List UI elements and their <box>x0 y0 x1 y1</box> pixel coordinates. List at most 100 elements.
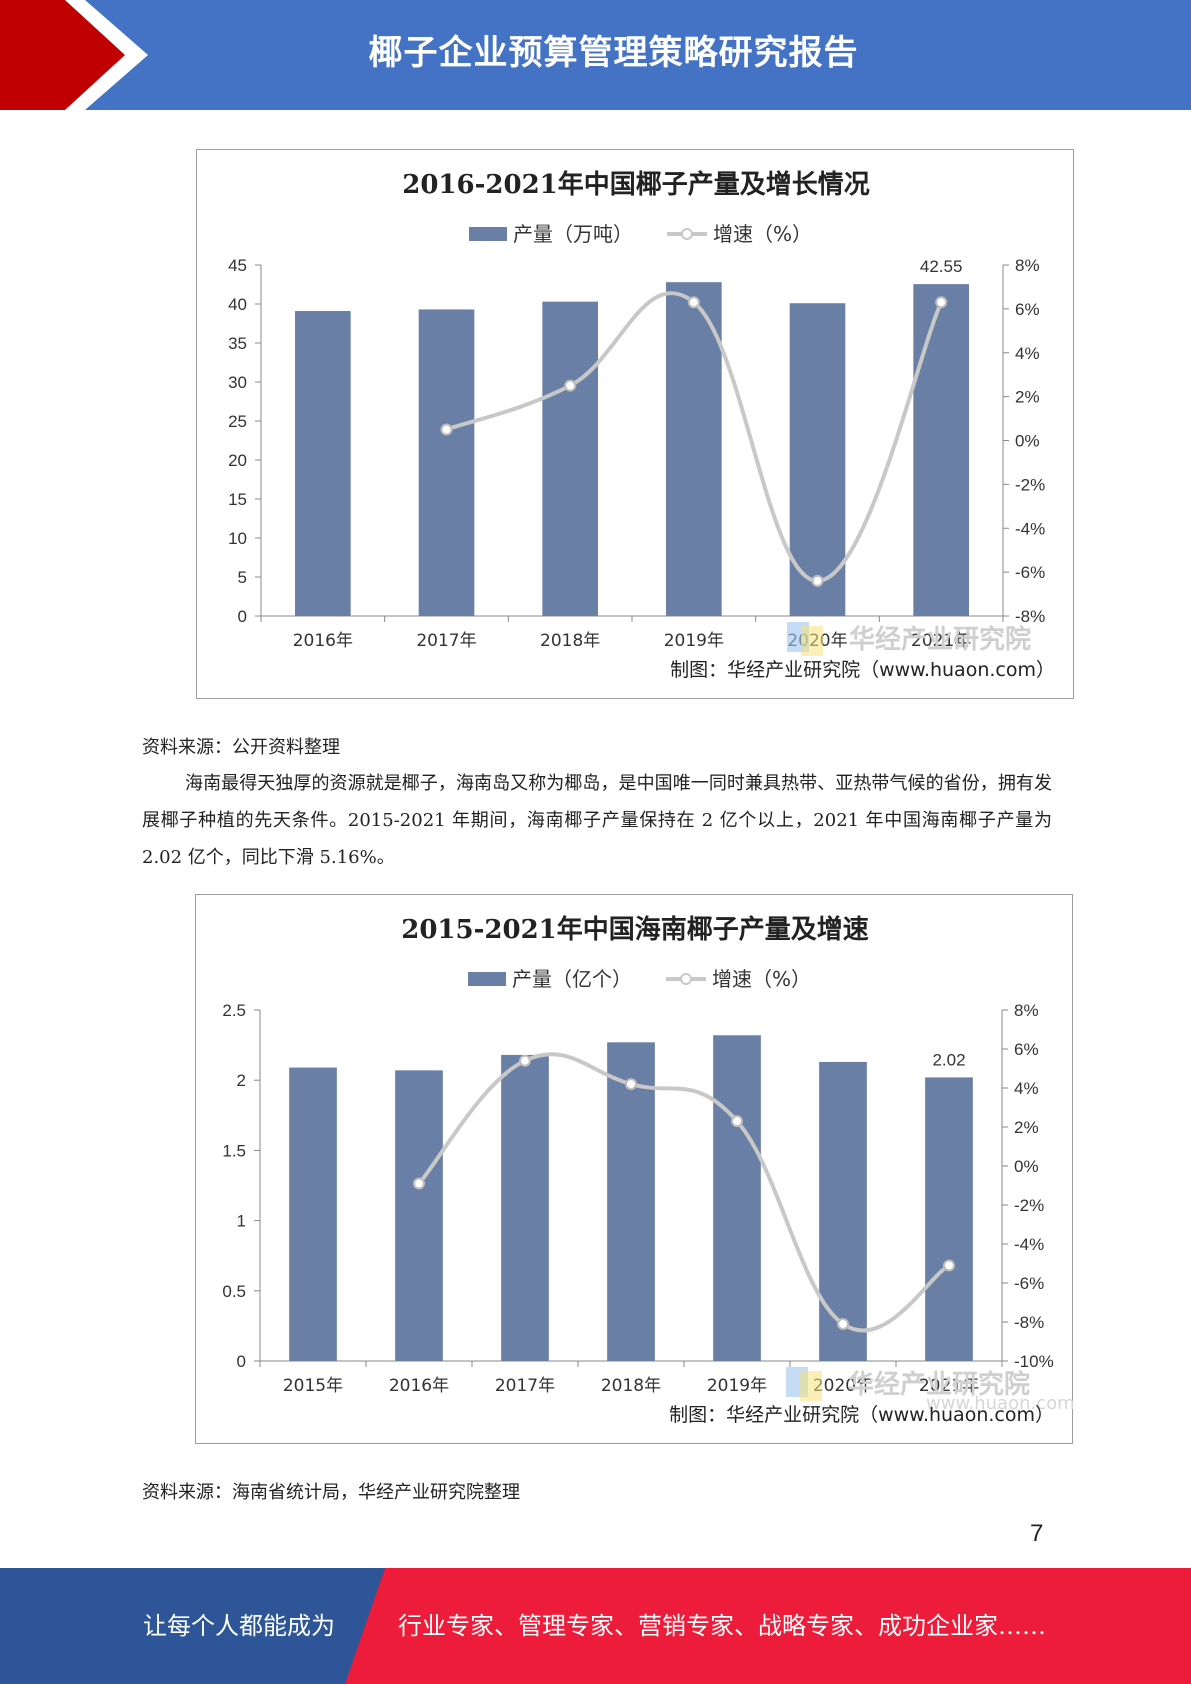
y-left-tick-label: 2.5 <box>222 1001 246 1020</box>
y-right-tick-label: -2% <box>1014 1196 1044 1215</box>
y-left-tick-label: 1.5 <box>222 1141 246 1160</box>
growth-point <box>731 1115 743 1128</box>
y-right-tick-label: -4% <box>1014 1235 1044 1254</box>
bar <box>501 1054 549 1361</box>
growth-line <box>445 291 943 583</box>
x-tick-label: 2019年 <box>707 1376 767 1396</box>
bar <box>666 282 722 616</box>
y-right-tick-label: -6% <box>1015 563 1045 582</box>
legend-line-marker <box>680 973 692 985</box>
y-left-tick-label: 30 <box>228 373 247 392</box>
x-tick-label: 2021年 <box>919 1376 979 1396</box>
bar <box>913 284 969 616</box>
y-right-tick-label: 4% <box>1015 344 1040 363</box>
x-tick-label: 2016年 <box>293 631 353 651</box>
growth-point <box>935 296 948 309</box>
y-left-tick-label: 45 <box>228 256 247 275</box>
bar <box>542 301 598 616</box>
growth-point <box>519 1054 531 1067</box>
x-tick-label: 2020年 <box>813 1376 873 1396</box>
bar <box>295 311 351 616</box>
watermark-logo-icon <box>801 626 823 656</box>
y-right-tick-label: 2% <box>1015 388 1040 407</box>
watermark-text: 华经产业研究院 <box>848 1369 1030 1400</box>
x-tick-label: 2021年 <box>911 631 971 651</box>
y-right-tick-label: 4% <box>1014 1079 1039 1098</box>
chart-title: 2015-2021年中国海南椰子产量及增速 <box>401 914 869 945</box>
footer-slogan-right: 行业专家、管理专家、营销专家、战略专家、成功企业家…… <box>398 1612 1046 1640</box>
y-left-tick-label: 10 <box>228 529 247 548</box>
legend-line-label: 增速（%） <box>713 222 812 246</box>
data-label: 2.02 <box>932 1050 965 1069</box>
body-paragraph: 海南最得天独厚的资源就是椰子，海南岛又称为椰岛，是中国唯一同时兼具热带、亚热带气… <box>142 773 1052 868</box>
legend-bar-swatch <box>468 972 506 986</box>
header-arrow-decoration <box>0 0 148 110</box>
y-right-tick-label: -10% <box>1014 1352 1054 1371</box>
chart-1: 2016-2021年中国椰子产量及增长情况 产量（万吨） 增速（%） 0 5 10 15 20… <box>196 149 1074 699</box>
x-tick-label: 2015年 <box>283 1376 343 1396</box>
watermark-logo-icon <box>800 1371 822 1401</box>
chart-credit: 制图：华经产业研究院（www.huaon.com） <box>669 1404 1054 1426</box>
chart-credit: 制图：华经产业研究院（www.huaon.com） <box>670 659 1055 681</box>
growth-point <box>837 1317 849 1330</box>
page-header: 椰子企业预算管理策略研究报告 <box>0 0 1191 110</box>
y-left-tick-label: 40 <box>228 295 247 314</box>
y-right-tick-label: 2% <box>1014 1118 1039 1137</box>
growth-point <box>943 1259 955 1272</box>
legend-line-label: 增速（%） <box>712 967 811 991</box>
source-note-1: 资料来源：公开资料整理 <box>142 737 340 758</box>
growth-point <box>811 574 824 587</box>
legend-line-marker <box>681 228 693 240</box>
y-left-tick-label: 0.5 <box>222 1282 246 1301</box>
x-tick-label: 2016年 <box>389 1376 449 1396</box>
growth-point <box>564 379 577 392</box>
bar <box>289 1067 337 1361</box>
watermark-text: 华经产业研究院 <box>849 624 1031 655</box>
footer-slogan-left: 让每个人都能成为 <box>143 1612 335 1640</box>
bar <box>789 303 846 616</box>
bar <box>395 1070 443 1361</box>
growth-line <box>417 1052 951 1333</box>
y-right-tick-label: -8% <box>1014 1313 1044 1332</box>
legend-bar-label: 产量（亿个） <box>512 967 632 991</box>
y-left-tick-label: 35 <box>228 334 247 353</box>
y-right-tick-label: -6% <box>1014 1274 1044 1293</box>
y-right-tick-label: 8% <box>1014 1001 1039 1020</box>
growth-point <box>625 1078 637 1091</box>
y-left-tick-label: 25 <box>228 412 247 431</box>
header-title: 椰子企业预算管理策略研究报告 <box>368 33 859 73</box>
y-right-tick-label: 0% <box>1014 1157 1039 1176</box>
watermark-url: www.huaon.com <box>926 1393 1074 1414</box>
growth-point <box>440 423 453 436</box>
bar <box>607 1042 655 1361</box>
y-right-tick-label: -4% <box>1015 519 1045 538</box>
x-tick-label: 2018年 <box>601 1376 661 1396</box>
chart-title: 2016-2021年中国椰子产量及增长情况 <box>402 169 870 200</box>
x-tick-label: 2017年 <box>416 631 476 651</box>
y-left-tick-label: 0 <box>237 1352 246 1371</box>
y-right-tick-label: 6% <box>1015 300 1040 319</box>
y-left-tick-label: 5 <box>238 568 247 587</box>
x-tick-label: 2018年 <box>540 631 600 651</box>
y-right-tick-label: -8% <box>1015 607 1045 626</box>
page-footer: 让每个人都能成为 行业专家、管理专家、营销专家、战略专家、成功企业家…… <box>0 1568 1191 1684</box>
bar <box>819 1061 867 1361</box>
growth-point <box>413 1177 425 1190</box>
y-right-tick-label: 8% <box>1015 256 1040 275</box>
x-tick-label: 2019年 <box>664 631 724 651</box>
y-right-tick-label: 6% <box>1014 1040 1039 1059</box>
page-number: 7 <box>1030 1520 1044 1547</box>
bar <box>418 309 475 616</box>
source-note-2: 资料来源：海南省统计局，华经产业研究院整理 <box>142 1482 520 1503</box>
legend-bar-swatch <box>469 227 507 241</box>
y-left-tick-label: 0 <box>238 607 247 626</box>
bar <box>925 1077 973 1361</box>
y-left-tick-label: 1 <box>237 1212 246 1231</box>
y-right-tick-label: -2% <box>1015 475 1045 494</box>
x-tick-label: 2017年 <box>495 1376 555 1396</box>
footer-background <box>0 1568 1191 1684</box>
legend-bar-label: 产量（万吨） <box>513 222 633 246</box>
y-right-tick-label: 0% <box>1015 432 1040 451</box>
